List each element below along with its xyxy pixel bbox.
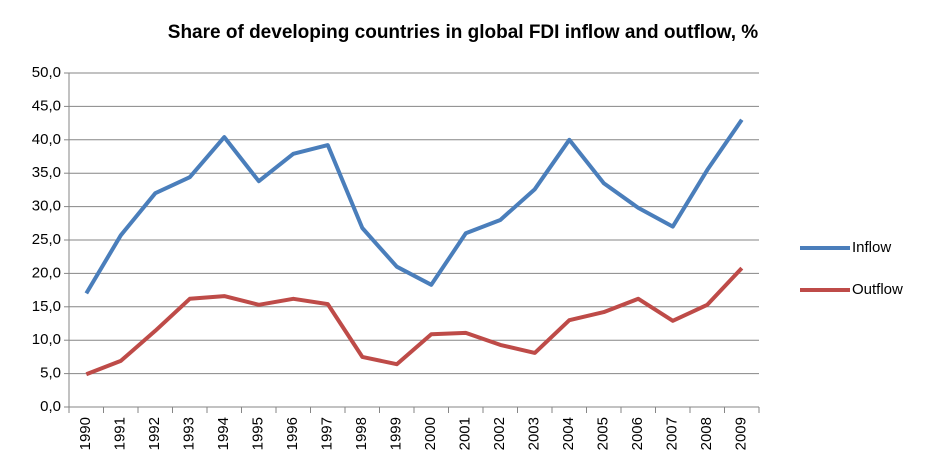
y-tick-label: 0,0 xyxy=(40,398,61,415)
legend-label: Outflow xyxy=(852,281,903,298)
x-tick-label: 2008 xyxy=(698,417,715,450)
x-tick-label: 2000 xyxy=(422,417,439,450)
x-tick-label: 2003 xyxy=(526,417,543,450)
x-tick-label: 1998 xyxy=(353,417,370,450)
x-tick-label: 1999 xyxy=(388,417,405,450)
x-tick-label: 2009 xyxy=(733,417,750,450)
series-line xyxy=(85,266,744,377)
y-tick-label: 15,0 xyxy=(32,298,61,315)
x-tick-label: 1997 xyxy=(319,417,336,450)
x-tick-label: 2004 xyxy=(560,417,577,450)
series-line xyxy=(84,118,744,295)
x-tick-label: 1994 xyxy=(215,417,232,450)
x-tick-label: 1991 xyxy=(112,417,129,450)
x-tick-label: 1995 xyxy=(250,417,267,450)
x-tick-label: 2005 xyxy=(595,417,612,450)
y-tick-label: 50,0 xyxy=(32,64,61,81)
x-tick-label: 1993 xyxy=(181,417,198,450)
y-tick-label: 20,0 xyxy=(32,264,61,281)
y-tick-label: 45,0 xyxy=(32,97,61,114)
legend-label: Inflow xyxy=(852,239,891,256)
x-tick-label: 2001 xyxy=(457,417,474,450)
x-tick-label: 1992 xyxy=(146,417,163,450)
x-tick-label: 1996 xyxy=(284,417,301,450)
y-tick-label: 35,0 xyxy=(32,164,61,181)
y-tick-label: 40,0 xyxy=(32,131,61,148)
x-tick-label: 2002 xyxy=(491,417,508,450)
x-tick-label: 2006 xyxy=(629,417,646,450)
y-tick-label: 5,0 xyxy=(40,365,61,382)
y-tick-label: 25,0 xyxy=(32,231,61,248)
x-tick-label: 2007 xyxy=(664,417,681,450)
y-tick-label: 10,0 xyxy=(32,331,61,348)
y-tick-label: 30,0 xyxy=(32,198,61,215)
x-tick-label: 1990 xyxy=(77,417,94,450)
chart-title: Share of developing countries in global … xyxy=(168,22,759,43)
